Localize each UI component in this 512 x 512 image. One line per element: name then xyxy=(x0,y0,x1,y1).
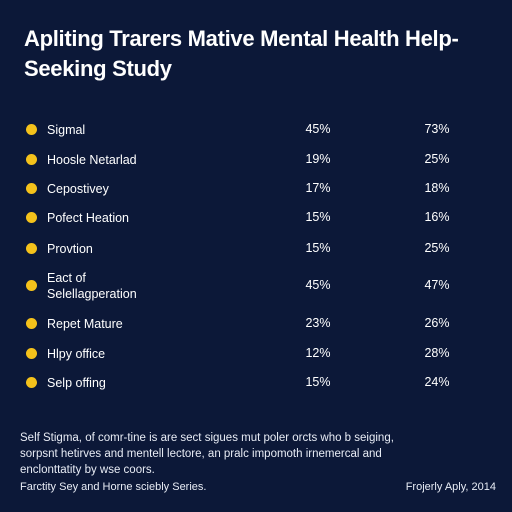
value-cell: 17% xyxy=(305,181,331,195)
value-cell: 24% xyxy=(424,375,450,389)
row-label: Selp offing xyxy=(47,376,106,390)
footer-date: Frojerly Aply, 2014 xyxy=(405,481,496,493)
value-cell: 25% xyxy=(424,241,450,255)
value-cell: 28% xyxy=(424,346,450,360)
row-label: Pofect Heation xyxy=(47,211,129,225)
value-cell: 73% xyxy=(424,122,450,136)
bullet xyxy=(26,124,37,135)
row-label: Eact of Selellagperation xyxy=(47,271,137,301)
row-label: Hoosle Netarlad xyxy=(47,153,137,167)
value-cell: 25% xyxy=(424,152,450,166)
footer-source: Farctity Sey and Horne sciebly Series. xyxy=(20,481,207,493)
title: Apliting Trarers Mative Mental Health He… xyxy=(24,26,459,81)
value-cell: 47% xyxy=(424,278,450,292)
value-cell: 45% xyxy=(305,122,331,136)
value-cell: 15% xyxy=(305,241,331,255)
bullet xyxy=(26,154,37,165)
row-label: Repet Mature xyxy=(47,317,123,331)
value-cell: 15% xyxy=(305,210,331,224)
footnote: Self Stigma, of comr-tine is are sect si… xyxy=(20,432,394,476)
row-label: Sigmal xyxy=(47,123,86,137)
bullet xyxy=(26,377,37,388)
row-label: Provtion xyxy=(47,242,93,256)
row-label: Hlpy office xyxy=(47,347,106,361)
value-cell: 16% xyxy=(424,210,450,224)
bullet xyxy=(26,243,37,254)
bullet xyxy=(26,212,37,223)
value-cell: 26% xyxy=(424,316,450,330)
bullet xyxy=(26,318,37,329)
row-label: Cepostivey xyxy=(47,182,109,196)
bullet xyxy=(26,183,37,194)
value-cell: 23% xyxy=(305,316,331,330)
value-cell: 19% xyxy=(305,152,331,166)
bullet xyxy=(26,280,37,291)
value-cell: 18% xyxy=(424,181,450,195)
value-cell: 12% xyxy=(305,346,331,360)
value-cell: 15% xyxy=(305,375,331,389)
bullet xyxy=(26,348,37,359)
value-cell: 45% xyxy=(305,278,331,292)
